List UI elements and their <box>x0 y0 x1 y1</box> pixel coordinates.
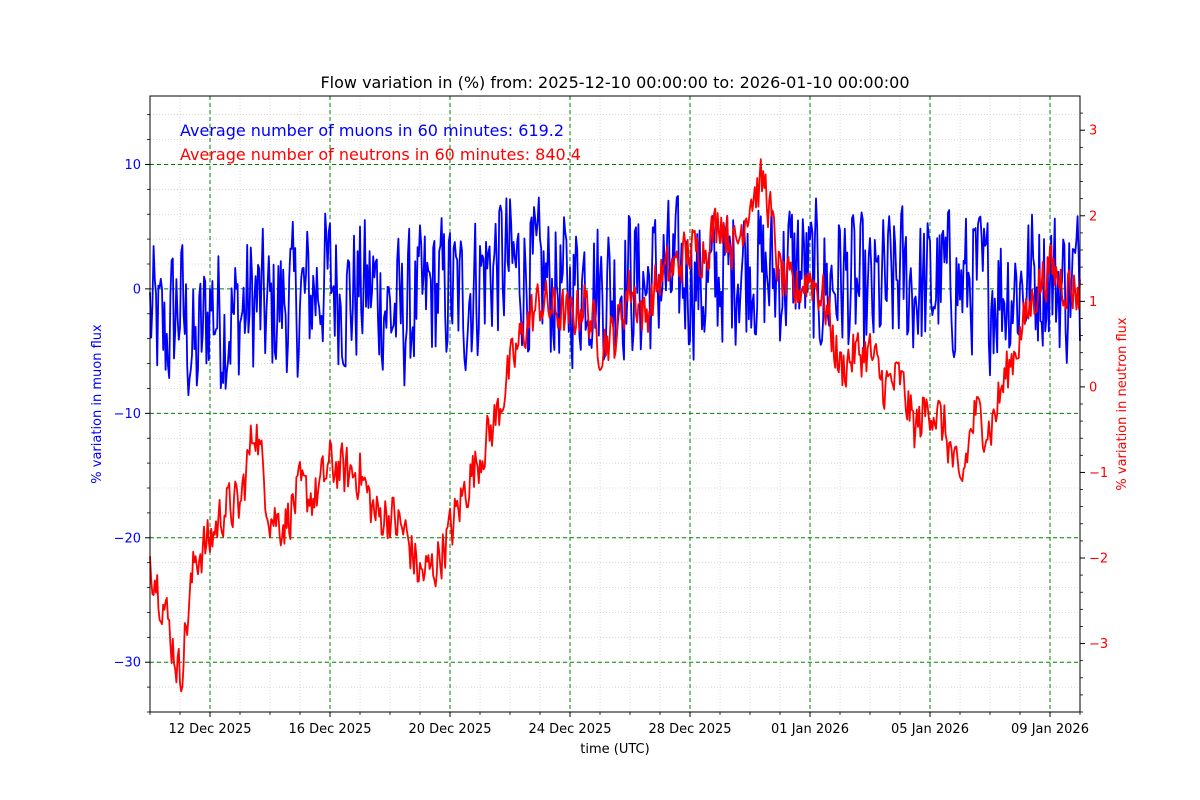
x-tick-label: 09 Jan 2026 <box>1011 722 1089 737</box>
right-y-tick-label: 1 <box>1089 295 1097 310</box>
x-tick-label: 01 Jan 2026 <box>771 722 849 737</box>
x-tick-label: 28 Dec 2025 <box>648 722 731 737</box>
muon-flux-line <box>149 195 1081 397</box>
left-y-axis-label: % variation in muon flux <box>90 324 105 484</box>
chart-title: Flow variation in (%) from: 2025-12-10 0… <box>320 73 909 92</box>
right-y-axis-label: % variation in neutron flux <box>1115 317 1130 490</box>
x-axis-label: time (UTC) <box>580 742 649 757</box>
right-y-tick-label: −1 <box>1089 466 1108 481</box>
right-y-tick-label: 3 <box>1089 124 1097 139</box>
neutron-flux-line <box>149 158 1081 693</box>
right-y-tick-label: −3 <box>1089 637 1108 652</box>
left-y-tick-label: 0 <box>133 282 141 297</box>
right-y-tick-label: 2 <box>1089 209 1097 224</box>
right-y-axis-ticks: 3 2 1 0 −1 −2 −3 <box>1080 112 1108 713</box>
right-y-tick-label: 0 <box>1089 380 1097 395</box>
x-tick-label: 16 Dec 2025 <box>288 722 371 737</box>
neutron-average-annotation: Average number of neutrons in 60 minutes… <box>180 145 581 164</box>
x-tick-label: 05 Jan 2026 <box>891 722 969 737</box>
left-y-axis-ticks: 10 0 −10 −20 −30 <box>114 114 150 713</box>
left-y-tick-label: −20 <box>114 531 141 546</box>
left-y-tick-label: −30 <box>114 656 141 671</box>
left-y-tick-label: −10 <box>114 407 141 422</box>
right-y-tick-label: −2 <box>1089 552 1108 567</box>
x-axis-ticks: 12 Dec 2025 16 Dec 2025 20 Dec 2025 24 Dec … <box>149 712 1089 737</box>
x-tick-label: 12 Dec 2025 <box>168 722 251 737</box>
muon-average-annotation: Average number of muons in 60 minutes: 6… <box>180 121 564 140</box>
left-y-tick-label: 10 <box>124 158 141 173</box>
x-tick-label: 24 Dec 2025 <box>528 722 611 737</box>
x-tick-label: 20 Dec 2025 <box>408 722 491 737</box>
